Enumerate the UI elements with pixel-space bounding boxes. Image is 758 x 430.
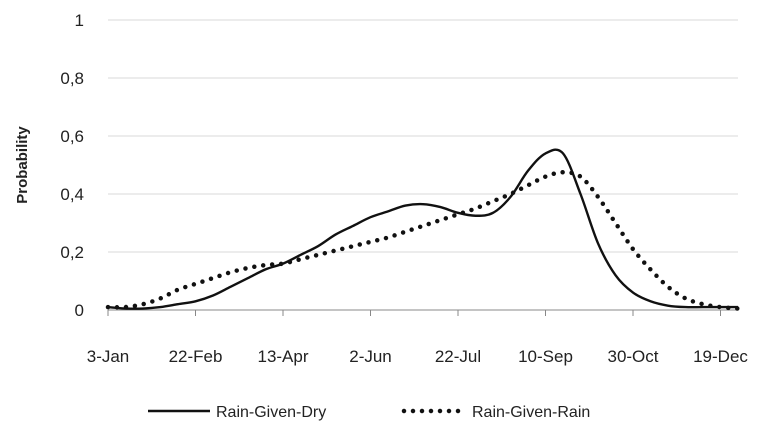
legend-label-rain-given-rain: Rain-Given-Rain: [472, 404, 590, 421]
y-tick-label-0-2: 0,2: [60, 243, 84, 262]
x-tick-label-22-feb: 22-Feb: [169, 347, 223, 366]
y-tick-label-0: 0: [75, 301, 84, 320]
x-tick-label-22-jul: 22-Jul: [435, 347, 481, 366]
y-axis-label: Probability: [14, 126, 31, 204]
y-tick-label-0-6: 0,6: [60, 127, 84, 146]
series-line-rain-given-rain: [105, 169, 741, 311]
y-tick-label-0-4: 0,4: [60, 185, 84, 204]
x-tick-labels: 3-Jan 22-Feb 13-Apr 2-Jun 22-Jul 10-Sep 30-Oct…: [87, 347, 749, 366]
x-tick-label-10-sep: 10-Sep: [518, 347, 573, 366]
legend-item-rain-given-dry: Rain-Given-Dry: [148, 404, 326, 421]
y-tick-label-1: 1: [75, 11, 84, 30]
y-tick-labels: 0 0,2 0,4 0,6 0,8 1: [60, 11, 84, 320]
x-tick-label-30-oct: 30-Oct: [607, 347, 658, 366]
x-tick-marks: [107, 310, 721, 316]
x-tick-label-19-dec: 19-Dec: [693, 347, 748, 366]
series-line-rain-given-dry: [107, 148, 738, 310]
x-tick-label-13-apr: 13-Apr: [257, 347, 308, 366]
x-tick-label-3-jan: 3-Jan: [87, 347, 130, 366]
legend-label-rain-given-dry: Rain-Given-Dry: [216, 404, 326, 421]
series-layer: [105, 148, 741, 311]
y-tick-label-0-8: 0,8: [60, 69, 84, 88]
x-tick-label-2-jun: 2-Jun: [349, 347, 392, 366]
legend-item-rain-given-rain: Rain-Given-Rain: [401, 404, 590, 421]
legend: Rain-Given-Dry Rain-Given-Rain: [148, 404, 590, 421]
gridlines: [108, 19, 738, 253]
